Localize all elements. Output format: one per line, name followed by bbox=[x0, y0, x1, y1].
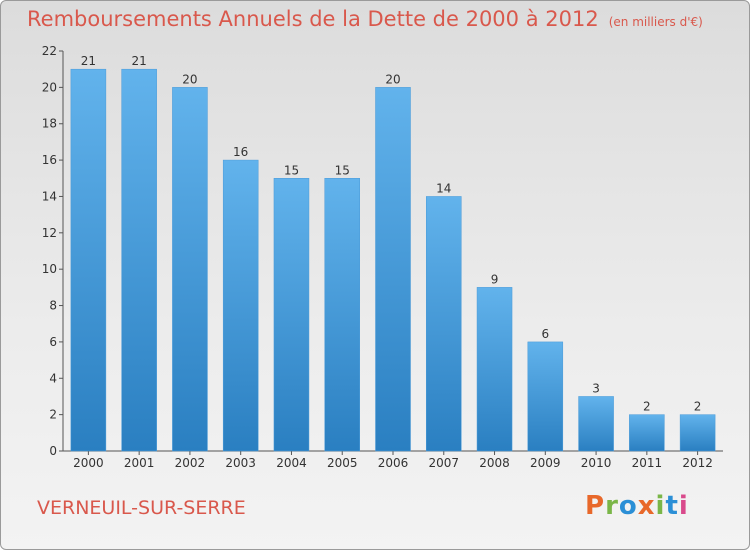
bar-2006 bbox=[375, 87, 411, 452]
y-tick-label: 20 bbox=[42, 80, 57, 94]
y-tick-label: 4 bbox=[49, 371, 57, 385]
bar-2011 bbox=[629, 414, 665, 452]
data-label: 2 bbox=[643, 400, 651, 414]
bar-2002 bbox=[172, 87, 208, 452]
chart-title-text: Remboursements Annuels de la Dette de 20… bbox=[27, 7, 599, 31]
y-tick-label: 14 bbox=[42, 189, 57, 203]
logo-letter: t bbox=[665, 491, 679, 521]
logo-letter: o bbox=[618, 491, 638, 521]
y-tick-label: 6 bbox=[49, 335, 57, 349]
y-tick-label: 0 bbox=[49, 444, 57, 458]
x-tick-label: 2001 bbox=[124, 456, 155, 470]
logo-letter: i bbox=[655, 491, 666, 521]
bar-2012 bbox=[679, 414, 716, 452]
x-tick-label: 2010 bbox=[581, 456, 612, 470]
bar-2008 bbox=[476, 287, 513, 452]
data-label: 2 bbox=[694, 400, 702, 414]
y-tick-label: 10 bbox=[42, 262, 57, 276]
y-tick-label: 16 bbox=[42, 153, 57, 167]
x-tick-label: 2009 bbox=[530, 456, 561, 470]
y-tick-label: 12 bbox=[42, 226, 57, 240]
y-tick-label: 18 bbox=[42, 117, 57, 131]
proxiti-logo[interactable]: Proxiti bbox=[585, 491, 689, 521]
data-label: 6 bbox=[541, 327, 549, 341]
data-labels: 21 21 20 16 15 15 20 14 9 6 3 2 2 bbox=[81, 54, 702, 413]
x-tick-label: 2003 bbox=[225, 456, 256, 470]
data-label: 21 bbox=[132, 54, 147, 68]
logo-letter: i bbox=[678, 491, 689, 521]
data-label: 21 bbox=[81, 54, 96, 68]
bar-2003 bbox=[222, 159, 259, 452]
bar-2009 bbox=[527, 341, 564, 452]
bars bbox=[70, 68, 716, 452]
bar-2005 bbox=[324, 178, 360, 452]
chart-subtitle: (en milliers d'€) bbox=[608, 15, 703, 29]
bar-2001 bbox=[121, 68, 157, 452]
x-tick-label: 2005 bbox=[327, 456, 358, 470]
logo-letter: x bbox=[637, 491, 656, 521]
data-label: 15 bbox=[335, 163, 350, 177]
bar-2000 bbox=[70, 68, 107, 452]
y-tick-label: 2 bbox=[49, 408, 57, 422]
x-tick-label: 2012 bbox=[682, 456, 713, 470]
x-tick-label: 2007 bbox=[428, 456, 459, 470]
data-label: 16 bbox=[233, 145, 248, 159]
x-tick-label: 2002 bbox=[175, 456, 206, 470]
data-label: 20 bbox=[385, 72, 400, 86]
x-tick-label: 2011 bbox=[632, 456, 663, 470]
bar-2007 bbox=[426, 196, 462, 452]
data-label: 9 bbox=[491, 272, 499, 286]
data-label: 3 bbox=[592, 381, 600, 395]
chart-title: Remboursements Annuels de la Dette de 20… bbox=[27, 7, 703, 31]
x-tick-label: 2008 bbox=[479, 456, 510, 470]
x-tick-label: 2004 bbox=[276, 456, 307, 470]
x-tick-label: 2006 bbox=[378, 456, 409, 470]
x-tick-label: 2000 bbox=[73, 456, 104, 470]
y-tick-label: 8 bbox=[49, 299, 57, 313]
bar-2004 bbox=[273, 178, 310, 452]
data-label: 20 bbox=[182, 72, 197, 86]
y-tick-label: 22 bbox=[42, 44, 57, 58]
data-label: 14 bbox=[436, 181, 451, 195]
town-name: VERNEUIL-SUR-SERRE bbox=[37, 497, 246, 519]
logo-letter: r bbox=[605, 491, 619, 521]
bar-2010 bbox=[578, 396, 614, 452]
logo-letter: P bbox=[585, 491, 606, 521]
data-label: 15 bbox=[284, 163, 299, 177]
